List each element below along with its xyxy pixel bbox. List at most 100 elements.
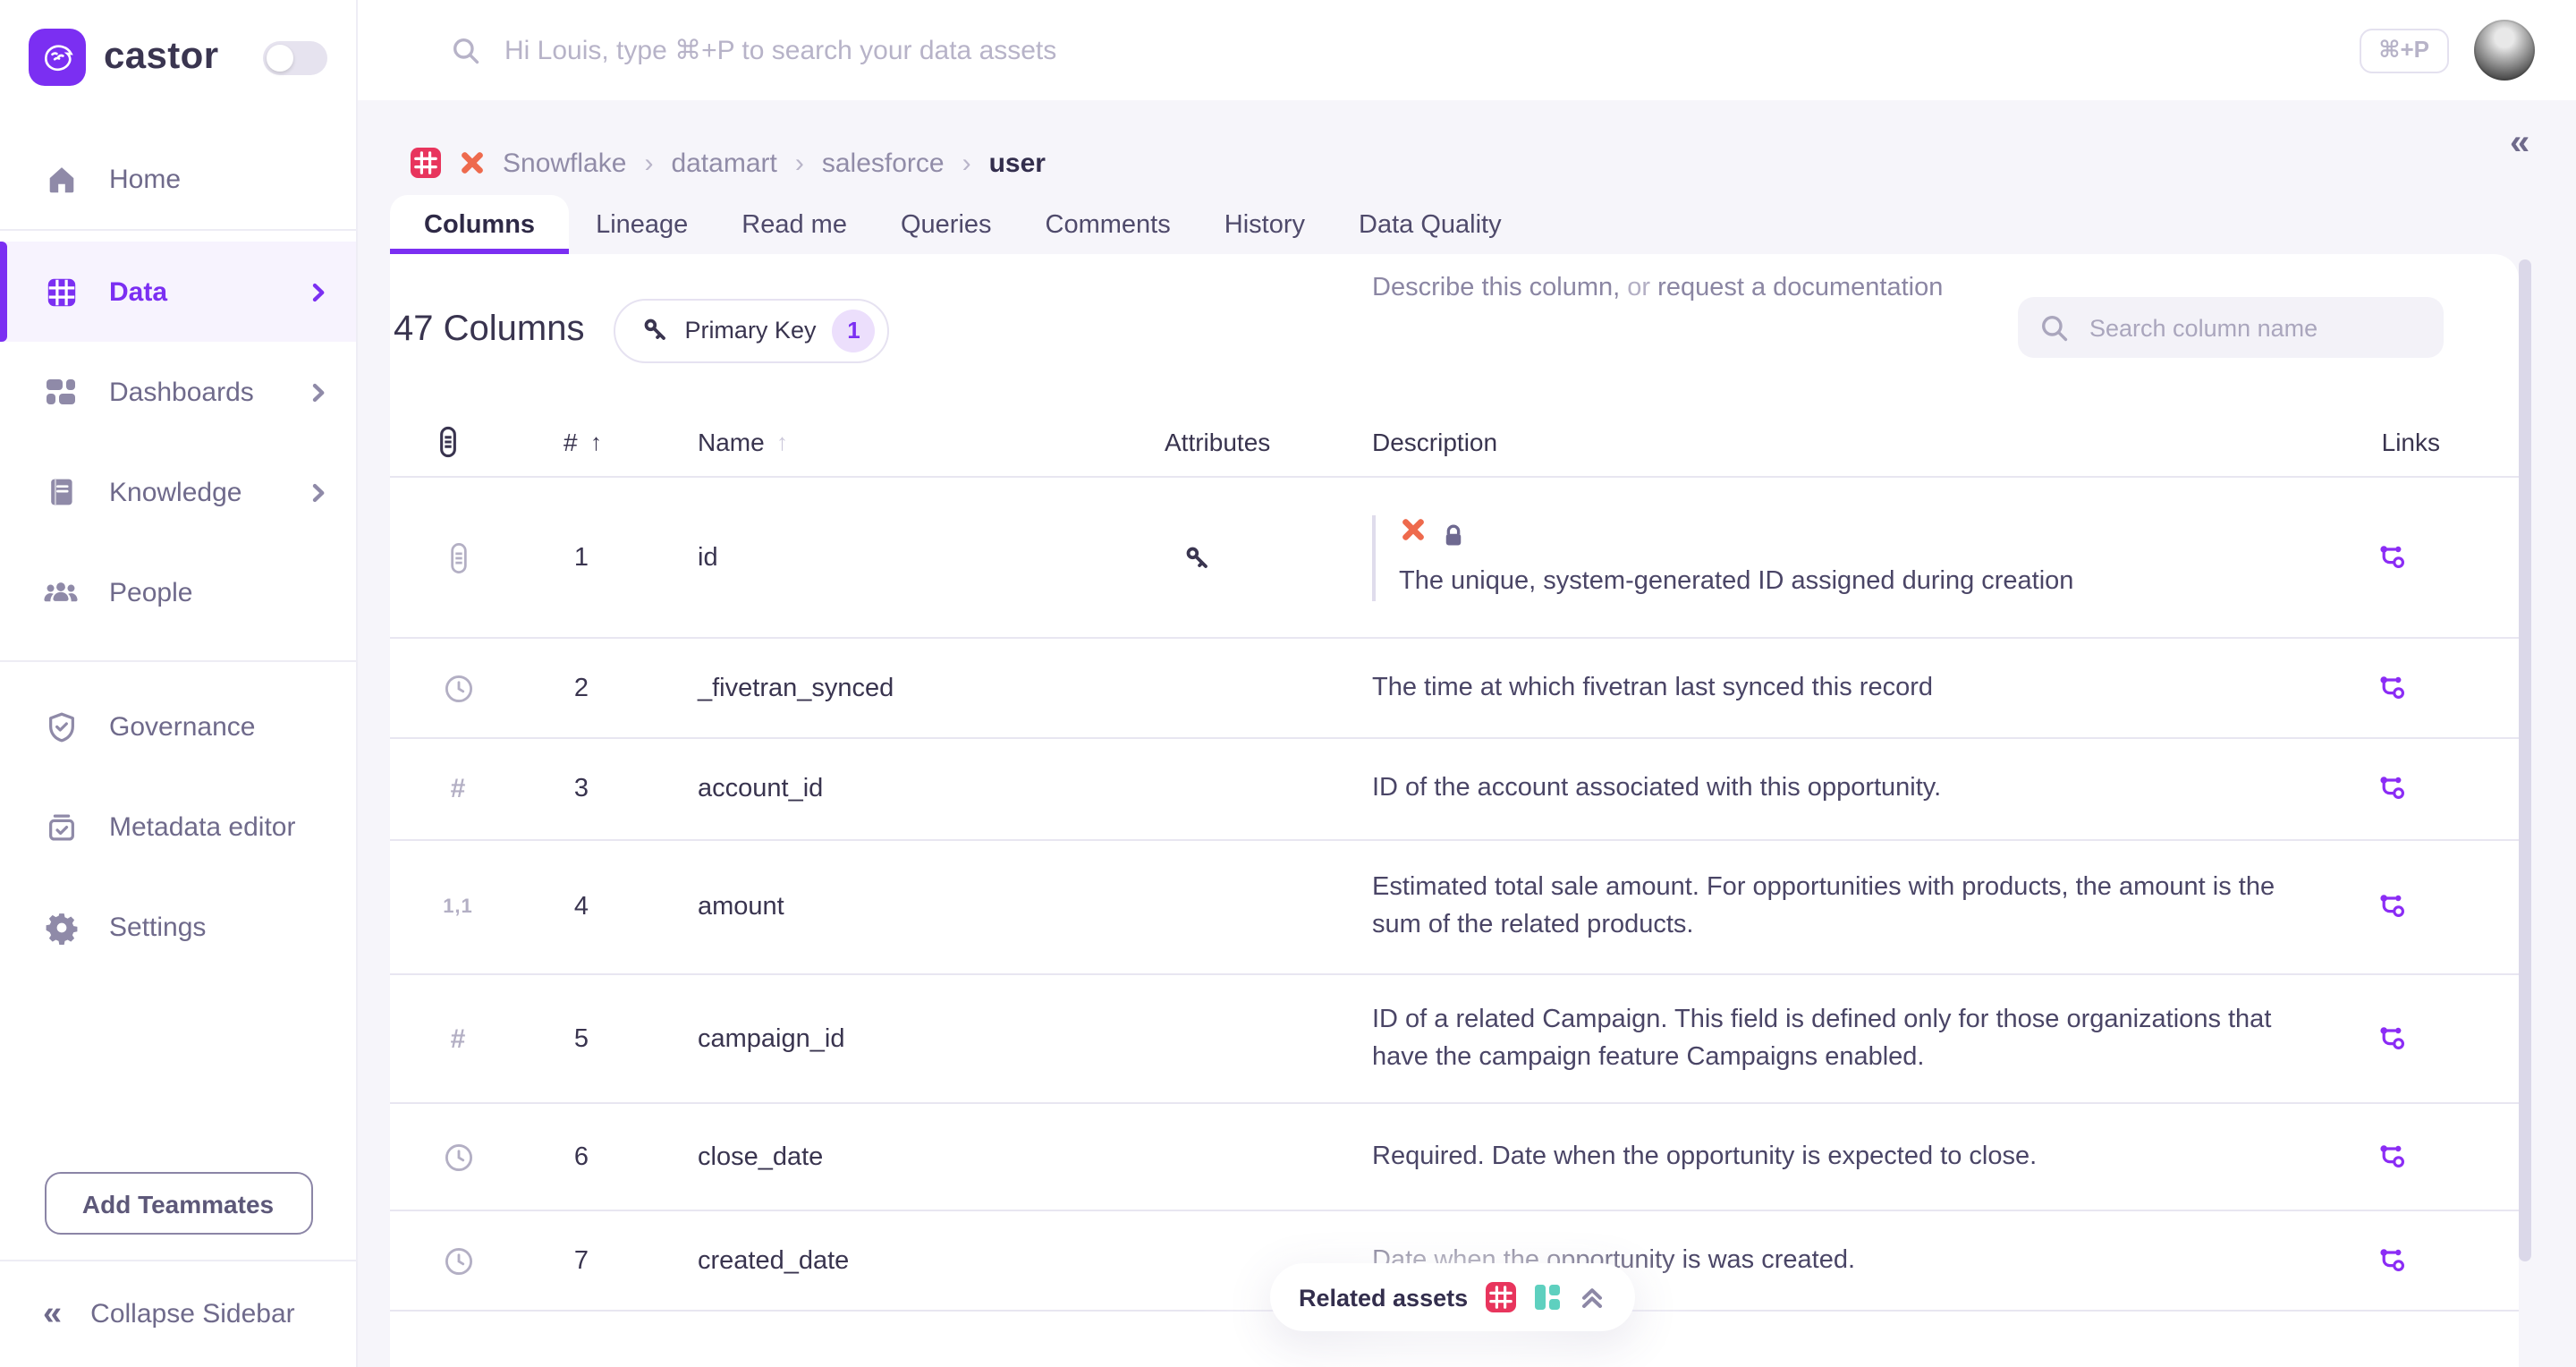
breadcrumb-separator: › — [644, 148, 654, 178]
tab-lineage[interactable]: Lineage — [596, 210, 689, 239]
add-teammates-button[interactable]: Add Teammates — [44, 1172, 312, 1235]
column-search-input[interactable] — [2086, 312, 2422, 343]
tab-queries[interactable]: Queries — [900, 210, 992, 239]
table-row-campaign_id[interactable]: #5 campaign_id ID of a related Campaign. T… — [390, 975, 2519, 1104]
lineage-icon[interactable] — [2376, 1023, 2408, 1055]
breadcrumb-separator: › — [962, 148, 971, 178]
column-description[interactable]: ID of a related Campaign. This field is … — [1372, 1001, 2299, 1076]
sidebar-item-dashboards[interactable]: Dashboards — [0, 342, 356, 442]
sidebar-item-governance[interactable]: Governance — [0, 676, 356, 777]
header-number[interactable]: # — [564, 427, 578, 455]
sidebar-item-home[interactable]: Home — [0, 129, 356, 229]
description-text: Required. Date when the opportunity is e… — [1372, 1142, 2038, 1170]
column-description[interactable]: The unique, system-generated ID assigned… — [1372, 514, 2299, 600]
fivetran-icon — [458, 149, 487, 177]
primary-key-filter[interactable]: Primary Key 1 — [613, 298, 890, 362]
search-icon — [2039, 312, 2070, 343]
book-icon — [43, 476, 79, 508]
sidebar-item-label: Metadata editor — [109, 811, 296, 842]
sidebar-item-people[interactable]: People — [0, 542, 356, 642]
collapse-panel-icon[interactable]: « — [2510, 123, 2530, 163]
column-description[interactable]: The time at which fivetran last synced t… — [1372, 669, 2299, 707]
breadcrumb-item-warehouse[interactable]: Snowflake — [503, 148, 627, 178]
column-name: amount — [698, 893, 784, 921]
global-search-input[interactable] — [501, 33, 1860, 67]
key-icon — [641, 317, 668, 344]
breadcrumb: Snowflake › datamart › salesforce › user — [410, 138, 1046, 188]
table-row-draft: Describe this column, or request a docum… — [390, 254, 2519, 326]
tab-data-quality[interactable]: Data Quality — [1359, 210, 1502, 239]
describe-placeholder[interactable]: Describe this column, — [1372, 274, 1621, 302]
table-body: 1 id The unique, system-generated ID assig… — [390, 478, 2519, 1312]
tab-read-me[interactable]: Read me — [741, 210, 847, 239]
tab-columns[interactable]: Columns — [390, 195, 570, 254]
clock-icon — [438, 1142, 478, 1172]
header-description: Description — [1372, 427, 1498, 455]
table-row-close_date[interactable]: 6 close_date Required. Date when the oppor… — [390, 1104, 2519, 1211]
breadcrumb-item-schema[interactable]: salesforce — [821, 148, 945, 178]
lineage-icon[interactable] — [2376, 773, 2408, 805]
tab-bar: Columns Lineage Read me Queries Comments Hist… — [390, 195, 1529, 254]
column-number: 5 — [573, 1024, 589, 1053]
breadcrumb-item-database[interactable]: datamart — [671, 148, 777, 178]
tab-comments[interactable]: Comments — [1045, 210, 1171, 239]
column-number: 3 — [573, 775, 589, 803]
sidebar-item-label: Data — [109, 276, 168, 307]
breadcrumb-current: user — [988, 148, 1046, 178]
content-area: Snowflake › datamart › salesforce › user… — [358, 100, 2576, 1367]
vertical-scrollbar[interactable] — [2519, 259, 2531, 1261]
avatar[interactable] — [2474, 20, 2535, 81]
columns-count: 47 Columns — [394, 310, 585, 349]
sidebar: castor Home Data Dashboards Knowledge People… — [0, 0, 358, 1367]
chevron-right-icon — [311, 282, 327, 301]
sidebar-item-data[interactable]: Data — [0, 242, 356, 342]
request-documentation-link[interactable]: request a documentation — [1657, 274, 1944, 302]
primary-key-count-badge: 1 — [832, 309, 876, 352]
people-icon — [43, 577, 79, 607]
sidebar-divider — [0, 229, 356, 231]
description-text: ID of a related Campaign. This field is … — [1372, 1005, 2272, 1071]
table-row-account_id[interactable]: #3 account_id ID of the account associated… — [390, 739, 2519, 841]
sidebar-item-label: Knowledge — [109, 477, 242, 507]
related-assets-pill[interactable]: Related assets — [1184, 1202, 1720, 1367]
search-icon — [451, 35, 481, 65]
column-name: created_date — [698, 1246, 850, 1275]
table-row-id[interactable]: 1 id The unique, system-generated ID assig… — [390, 478, 2519, 639]
lineage-icon[interactable] — [2376, 891, 2408, 923]
table-row-_fivetran_synced[interactable]: 2 _fivetran_synced The time at which fivet… — [390, 639, 2519, 739]
column-number: 1 — [573, 543, 589, 572]
sidebar-item-metadata-editor[interactable]: Metadata editor — [0, 777, 356, 877]
column-number: 6 — [573, 1142, 589, 1171]
gear-icon — [43, 910, 79, 944]
lineage-icon[interactable] — [2376, 672, 2408, 704]
collapse-chevrons-icon: « — [43, 1295, 63, 1333]
column-number: 4 — [573, 893, 589, 921]
shortcut-badge: ⌘+P — [2359, 28, 2449, 72]
lineage-icon[interactable] — [2376, 541, 2408, 573]
column-name: _fivetran_synced — [698, 674, 894, 702]
column-description[interactable]: ID of the account associated with this o… — [1372, 770, 2299, 808]
clipboard-check-icon — [43, 810, 79, 844]
description-text: Estimated total sale amount. For opportu… — [1372, 873, 2275, 939]
lineage-icon[interactable] — [2376, 1141, 2408, 1173]
sort-arrow-up-icon: ↑ — [776, 428, 788, 454]
shield-check-icon — [43, 709, 79, 743]
chevrons-up-icon[interactable] — [1577, 1283, 1606, 1312]
column-description[interactable]: Required. Date when the opportunity is e… — [1372, 1138, 2299, 1176]
header-name[interactable]: Name — [698, 427, 765, 455]
tab-history[interactable]: History — [1224, 210, 1305, 239]
dashboards-icon — [43, 376, 79, 408]
sidebar-item-knowledge[interactable]: Knowledge — [0, 442, 356, 542]
sidebar-nav-secondary: Governance Metadata editor Settings — [0, 676, 356, 977]
sidebar-item-settings[interactable]: Settings — [0, 877, 356, 977]
column-name: account_id — [698, 775, 824, 803]
sidebar-divider — [0, 660, 356, 662]
collapse-sidebar-button[interactable]: « Collapse Sidebar — [0, 1260, 356, 1367]
table-row-amount[interactable]: 1,1 4 amount Estimated total sale amount. F… — [390, 841, 2519, 975]
fivetran-icon — [1399, 514, 1428, 556]
clock-icon — [438, 1245, 478, 1276]
theme-toggle[interactable] — [263, 40, 327, 74]
column-description[interactable]: Estimated total sale amount. For opportu… — [1372, 870, 2299, 945]
lineage-icon[interactable] — [2376, 1244, 2408, 1277]
column-name: id — [698, 543, 718, 572]
